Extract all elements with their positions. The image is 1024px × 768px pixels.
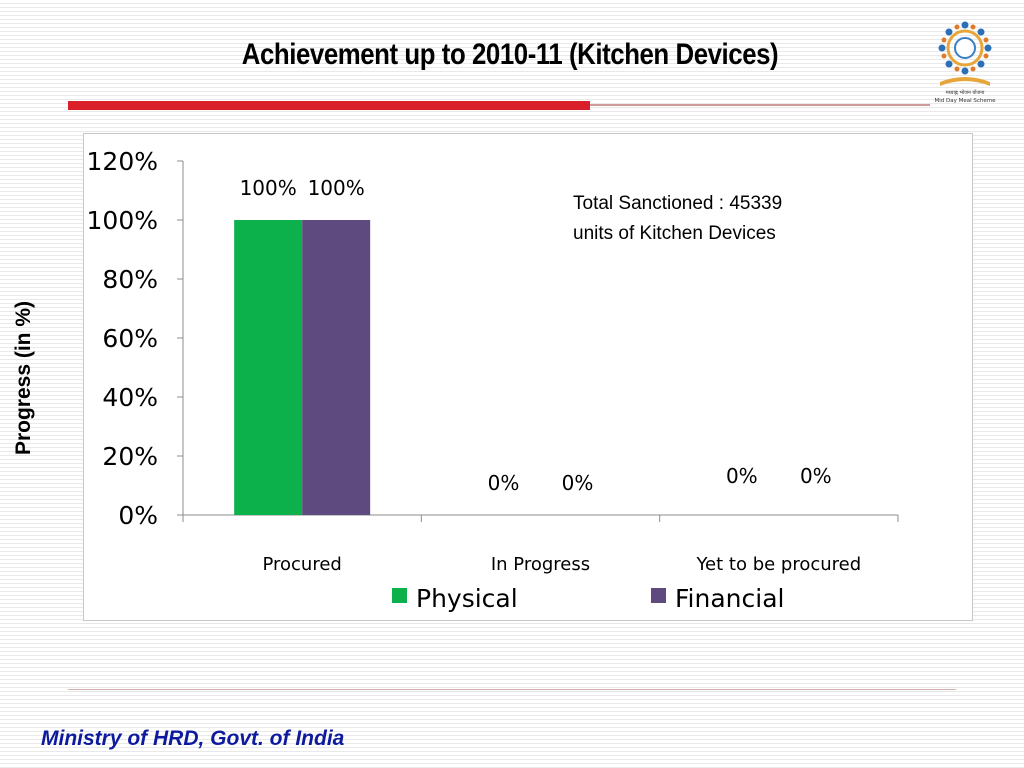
y-tick-label: 100% bbox=[87, 206, 158, 235]
x-tick-label: Procured bbox=[262, 554, 341, 575]
data-label: 100% bbox=[240, 176, 297, 200]
mid-day-meal-logo: मध्याह्न भोजन योजना Mid Day Meal Scheme bbox=[934, 21, 996, 104]
x-tick-label: In Progress bbox=[491, 554, 590, 575]
bar-physical bbox=[234, 220, 303, 515]
slide-title: Achievement up to 2010-11 (Kitchen Devic… bbox=[241, 38, 779, 71]
data-label: 0% bbox=[726, 464, 758, 488]
data-label: 100% bbox=[308, 176, 365, 200]
footer-divider bbox=[68, 689, 956, 690]
x-tick-label: Yet to be procured bbox=[695, 554, 861, 575]
title-underline-thin bbox=[590, 104, 930, 106]
y-tick-label: 0% bbox=[118, 501, 158, 530]
chart-frame bbox=[83, 133, 973, 621]
title-underline bbox=[68, 101, 590, 110]
legend-swatch-physical bbox=[392, 588, 407, 603]
legend-swatch-financial bbox=[651, 588, 666, 603]
data-label: 0% bbox=[800, 464, 832, 488]
legend-label: Financial bbox=[675, 584, 784, 613]
y-tick-label: 120% bbox=[87, 147, 158, 176]
bar-financial bbox=[302, 220, 371, 515]
data-label: 0% bbox=[562, 471, 594, 495]
data-label: 0% bbox=[488, 471, 520, 495]
svg-text:Mid Day Meal Scheme: Mid Day Meal Scheme bbox=[934, 98, 996, 104]
svg-text:मध्याह्न भोजन योजना: मध्याह्न भोजन योजना bbox=[946, 89, 985, 96]
y-tick-label: 80% bbox=[102, 265, 158, 294]
y-tick-label: 60% bbox=[102, 324, 158, 353]
y-tick-label: 20% bbox=[102, 442, 158, 471]
annotation-total-sanctioned: Total Sanctioned : 45339 units of Kitchen… bbox=[573, 193, 782, 244]
footer-text: Ministry of HRD, Govt. of India bbox=[41, 727, 345, 750]
y-tick-label: 40% bbox=[102, 383, 158, 412]
legend-label: Physical bbox=[416, 584, 518, 613]
